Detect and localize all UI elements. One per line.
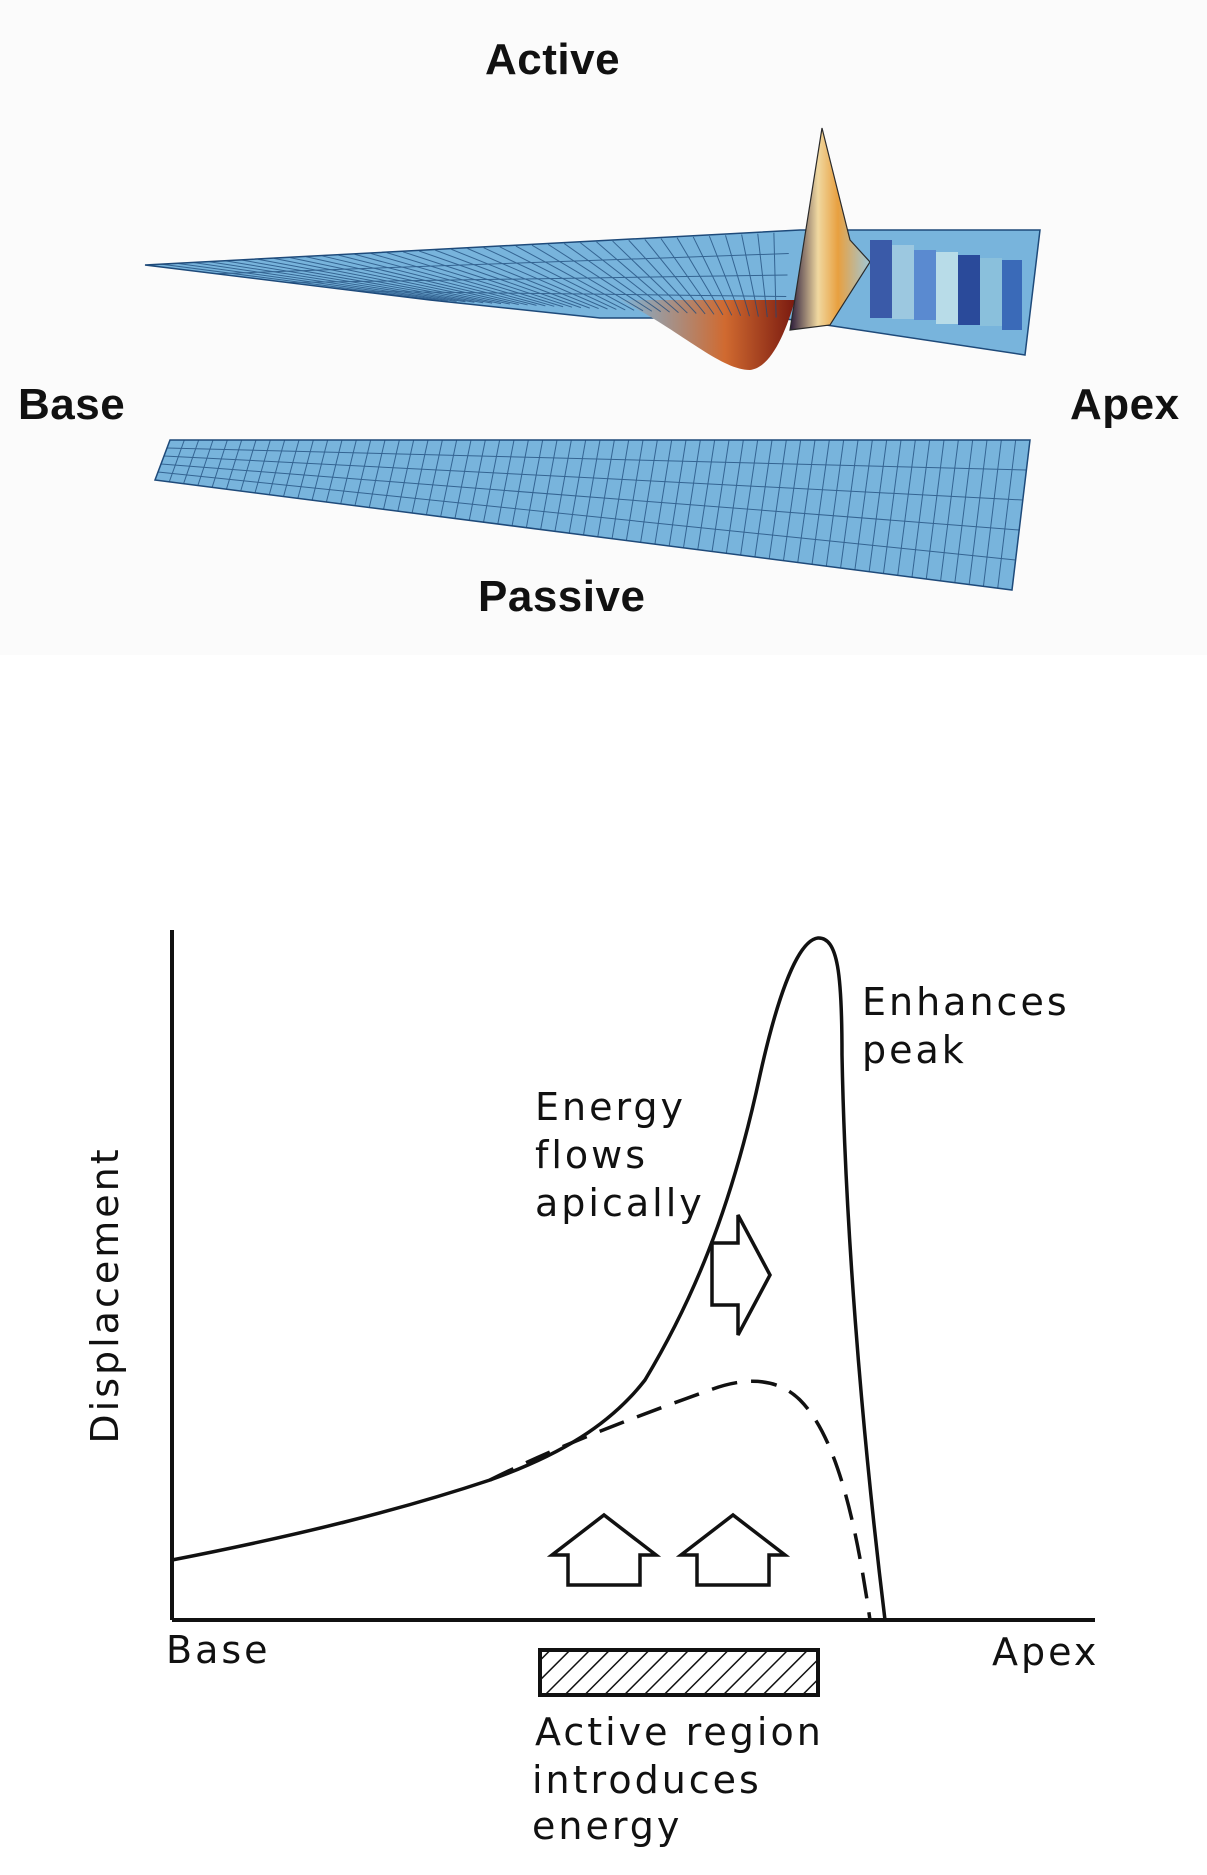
mesh-line [160,463,1020,531]
mesh-line [216,253,789,275]
passive-displacement-curve [489,1379,872,1621]
mesh-line [897,439,916,576]
mesh-line [483,439,501,523]
mesh-line [368,439,386,508]
mesh-line [468,439,486,521]
mesh-line [825,439,845,567]
mesh-line [997,439,1017,589]
energy-input-arrow-1 [546,1512,662,1587]
mesh-line [383,439,400,510]
mesh-line [611,439,630,539]
mesh-line [354,439,372,506]
mesh-line [868,439,888,572]
mesh-line [183,439,200,484]
mesh-line [268,439,286,495]
passive-label: Passive [478,572,646,621]
active-region-bar [538,1648,820,1697]
mesh-line [697,439,716,550]
energy-flow-arrow [710,1214,772,1336]
mesh-line [597,439,615,537]
mesh-line [725,439,744,554]
mesh-line [311,439,329,501]
mesh-line [168,439,185,483]
mesh-line [840,439,859,569]
trough-region [620,300,795,370]
peak-region [789,127,871,331]
energy-flows-line-3: apically [535,1181,705,1225]
mesh-line [287,274,788,283]
active-surface [144,127,1041,370]
mesh-line [358,290,787,297]
mesh-line [397,439,415,512]
energy-input-arrow-2 [675,1512,791,1587]
y-axis-label: Displacement [83,1146,127,1443]
mesh-line [711,439,730,552]
mesh-line [854,439,873,570]
mesh-line [166,447,1027,471]
mesh-line [157,471,1016,561]
mesh-line [940,439,959,581]
x-axis-label-apex: Apex [992,1630,1099,1674]
active-region-line-3: energy [532,1804,682,1848]
mesh-line [411,439,429,514]
mesh-line [925,439,945,580]
mesh-line [954,439,974,583]
mesh-line [782,439,802,561]
mesh-line [497,439,515,525]
mesh-line [163,455,1023,501]
mesh-line [982,439,1002,587]
mesh-line [297,439,314,499]
mesh-line [740,439,759,556]
mesh-line [583,439,601,536]
mesh-line [640,439,658,543]
enhances-peak-line-2: peak [862,1028,967,1072]
apex-label-top: Apex [1070,380,1180,429]
active-grid [161,232,789,318]
mesh-line [511,439,529,526]
mesh-line [682,439,701,548]
displacement-diagram: Displacement Base Apex Energy flows apic… [83,930,1099,1848]
mesh-line [882,439,902,574]
mesh-line [554,439,572,532]
mesh-line [797,439,816,563]
mesh-line [211,439,228,488]
mesh-line [668,439,687,547]
active-label: Active [485,35,621,84]
mesh-line [283,439,300,497]
active-region-line-2: introduces [532,1758,762,1802]
surface-plot-panel: Active Base Apex Passive [0,0,1207,655]
mesh-line [968,439,988,585]
apical-blocks [870,240,1022,330]
mesh-line [911,439,931,578]
mesh-line [540,439,558,530]
active-region-line-1: Active region [535,1710,824,1754]
mesh-line [225,439,243,490]
mesh-line [811,439,830,565]
mesh-line [197,439,214,486]
mesh-line [754,439,773,558]
mesh-line [254,439,271,493]
mesh-line [340,439,357,504]
active-displacement-curve [171,936,887,1621]
mesh-line [625,439,644,541]
enhances-peak-line-1: Enhances [862,980,1070,1024]
base-label-top: Base [18,380,126,429]
mesh-line [440,439,458,517]
passive-surface [153,439,1031,591]
mesh-line [454,439,472,519]
energy-flows-line-1: Energy [535,1085,686,1129]
surface-plot [144,127,1041,591]
energy-flows-line-2: flows [535,1133,648,1177]
mesh-line [240,439,257,492]
mesh-line [325,439,343,503]
mesh-line [654,439,673,545]
passive-grid [157,439,1027,589]
mesh-line [768,439,787,559]
mesh-line [568,439,587,534]
mesh-line [425,439,443,515]
x-axis-label-base: Base [166,1628,271,1672]
mesh-line [525,439,544,528]
